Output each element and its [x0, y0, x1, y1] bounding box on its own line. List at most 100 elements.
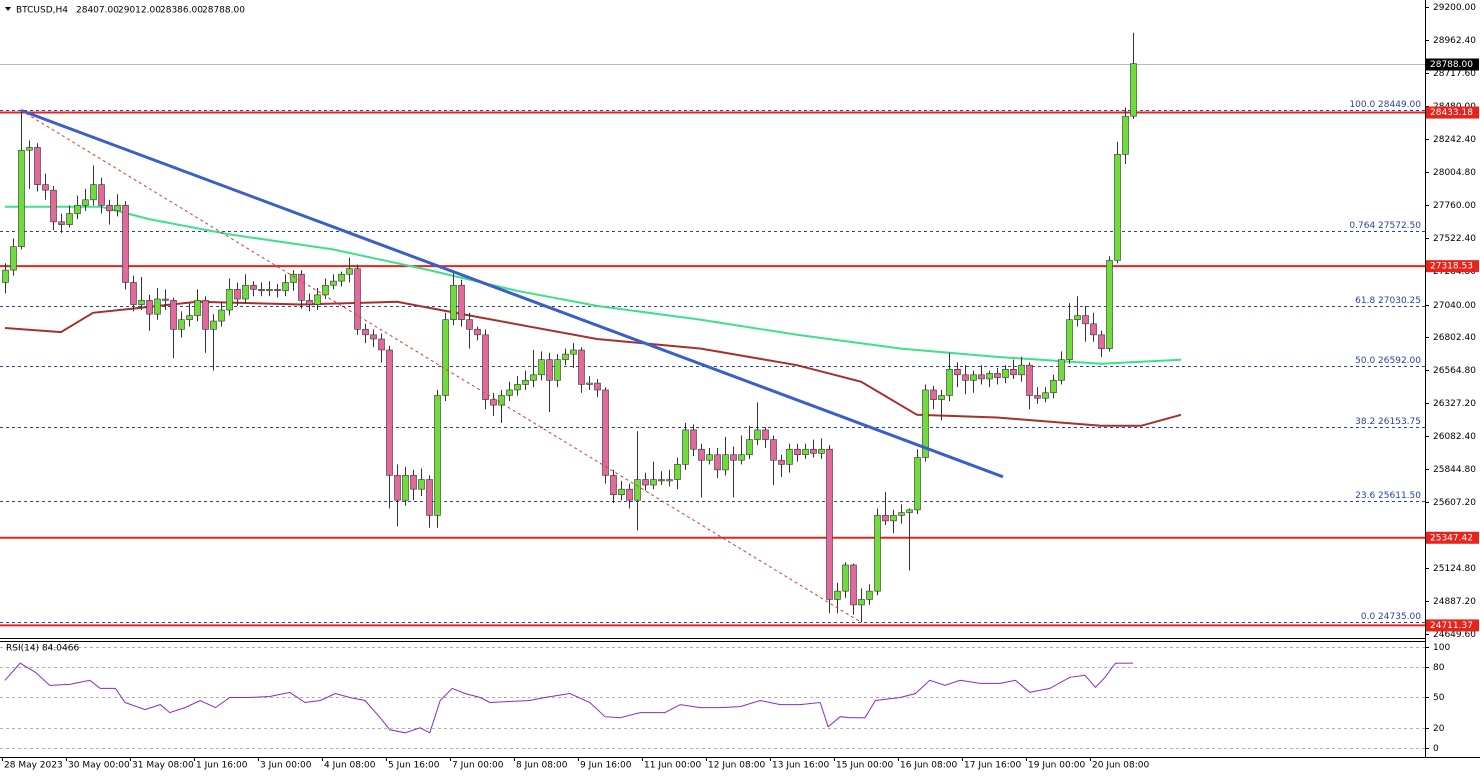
x-tick-label: 30 May 00:00 — [68, 761, 130, 771]
candle-body — [666, 479, 673, 482]
candle-body — [322, 284, 329, 296]
candle-body — [1058, 359, 1065, 381]
grid-layer: 100.0 28449.00 0.764 27572.50 61.8 27030.2… — [0, 64, 1425, 749]
candle-body — [1082, 315, 1089, 325]
candle-body — [42, 184, 49, 191]
candle-body — [410, 475, 417, 490]
candle-body — [794, 448, 801, 456]
candle-body — [482, 334, 489, 400]
rsi-title: RSI(14) 84.0466 — [6, 644, 79, 654]
candle-body — [562, 353, 569, 360]
x-tick-label: 17 Jun 16:00 — [964, 761, 1021, 771]
candle-body — [738, 454, 745, 461]
x-tick-label: 11 Jun 00:00 — [644, 761, 701, 771]
fib-label: 0.0 24735.00 — [1361, 612, 1421, 622]
fib-label: 100.0 28449.00 — [1349, 100, 1421, 110]
candle-body — [426, 479, 433, 516]
candle-body — [914, 457, 921, 511]
candle-body — [138, 300, 145, 305]
candle-body — [802, 448, 809, 456]
candle-body — [258, 289, 265, 292]
candle-body — [578, 349, 585, 385]
y-tick-label: 28004.80 — [1433, 168, 1476, 178]
candle-body — [754, 429, 761, 440]
x-tick-label: 5 Jun 16:00 — [388, 761, 440, 771]
candle-body — [370, 334, 377, 340]
candle-body — [834, 590, 841, 600]
y-tick-label: 100 — [1433, 643, 1450, 653]
y-tick-label: 27522.40 — [1433, 234, 1476, 244]
candle-body — [506, 389, 513, 396]
y-tick-label: 29200.00 — [1433, 3, 1476, 13]
y-tick-label: 20 — [1433, 724, 1445, 734]
candle-body — [538, 359, 545, 376]
candle-body — [746, 439, 753, 456]
candle-body — [450, 284, 457, 320]
candle-body — [730, 454, 737, 461]
y-tick-label: 27040.00 — [1433, 301, 1476, 311]
candle-body — [698, 448, 705, 461]
x-tick-label: 13 Jun 16:00 — [772, 761, 829, 771]
level-label: 27318.53 — [1430, 262, 1473, 272]
candle-body — [978, 374, 985, 380]
candle-body — [498, 395, 505, 406]
candle-body — [882, 515, 889, 522]
candle-body — [98, 184, 105, 206]
candle-body — [306, 300, 313, 305]
x-tick-label: 9 Jun 16:00 — [580, 761, 632, 771]
candle-body — [18, 149, 25, 247]
header-value: 28386.00 — [160, 6, 203, 16]
candle-body — [642, 479, 649, 486]
symbol-title: BTCUSD,H4 — [16, 6, 68, 16]
candle-body — [570, 349, 577, 355]
candle-body — [274, 289, 281, 292]
candle-body — [1122, 115, 1129, 155]
candle-body — [722, 454, 729, 471]
y-tick-label: 28717.60 — [1433, 69, 1476, 79]
candle-body — [50, 189, 57, 223]
level-tag — [1426, 260, 1479, 273]
header-value: 28788.00 — [202, 6, 245, 16]
candle-body — [66, 213, 73, 225]
y-tick-label: 26327.20 — [1433, 399, 1476, 409]
candle-body — [602, 389, 609, 476]
candle-body — [354, 268, 361, 330]
candle-body — [1066, 319, 1073, 360]
header-value: 29012.00 — [118, 6, 161, 16]
x-tick-label: 15 Jun 00:00 — [836, 761, 893, 771]
candle-body — [226, 289, 233, 311]
y-tick-label: 24887.20 — [1433, 597, 1476, 607]
candle-body — [850, 564, 857, 606]
candle-body — [1026, 364, 1033, 396]
y-tick-label: 25607.20 — [1433, 498, 1476, 508]
candle-body — [162, 298, 169, 301]
y-tick-label: 50 — [1433, 693, 1445, 703]
candle-body — [386, 349, 393, 476]
candle-body — [970, 374, 977, 381]
candle-body — [418, 479, 425, 490]
candle-body — [1002, 368, 1009, 378]
level-tag — [1426, 531, 1479, 544]
candle-body — [34, 147, 41, 185]
x-tick-label: 19 Jun 00:00 — [1028, 761, 1085, 771]
candle-body — [842, 564, 849, 592]
candle-body — [946, 368, 953, 396]
y-tick-label: 27760.00 — [1433, 201, 1476, 211]
candle-body — [962, 374, 969, 381]
candle-body — [178, 319, 185, 330]
candle-body — [106, 205, 113, 212]
candle-body — [466, 319, 473, 330]
candle-body — [202, 300, 209, 330]
x-tick-label: 8 Jun 08:00 — [516, 761, 568, 771]
candle-body — [514, 384, 521, 391]
candle-body — [770, 439, 777, 461]
x-tick-label: 4 Jun 08:00 — [324, 761, 376, 771]
candle-body — [858, 599, 865, 606]
candle-body — [938, 395, 945, 400]
candle-body — [826, 448, 833, 600]
candle-body — [554, 359, 561, 381]
fib-label: 0.764 27572.50 — [1349, 221, 1421, 231]
rsi-line — [4, 662, 1134, 734]
candle-body — [362, 329, 369, 336]
candle-body — [402, 475, 409, 501]
